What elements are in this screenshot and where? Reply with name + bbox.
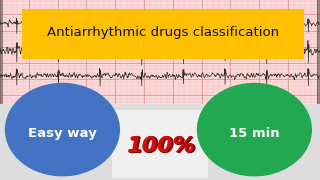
- Text: 100%: 100%: [128, 137, 196, 157]
- Bar: [22, 9, 304, 59]
- Text: 100%: 100%: [127, 136, 195, 156]
- Text: 15 min: 15 min: [229, 127, 280, 140]
- Ellipse shape: [5, 83, 120, 176]
- Text: Antiarrhythmic drugs classification: Antiarrhythmic drugs classification: [47, 26, 279, 39]
- Bar: [0, 0, 3, 112]
- Bar: [112, 110, 208, 178]
- Bar: [0, 0, 320, 112]
- Text: 100%: 100%: [129, 137, 197, 158]
- Bar: [317, 0, 320, 112]
- Text: Easy way: Easy way: [28, 127, 97, 140]
- Ellipse shape: [197, 83, 312, 176]
- Text: 100%: 100%: [126, 136, 194, 156]
- Bar: [0, 104, 320, 180]
